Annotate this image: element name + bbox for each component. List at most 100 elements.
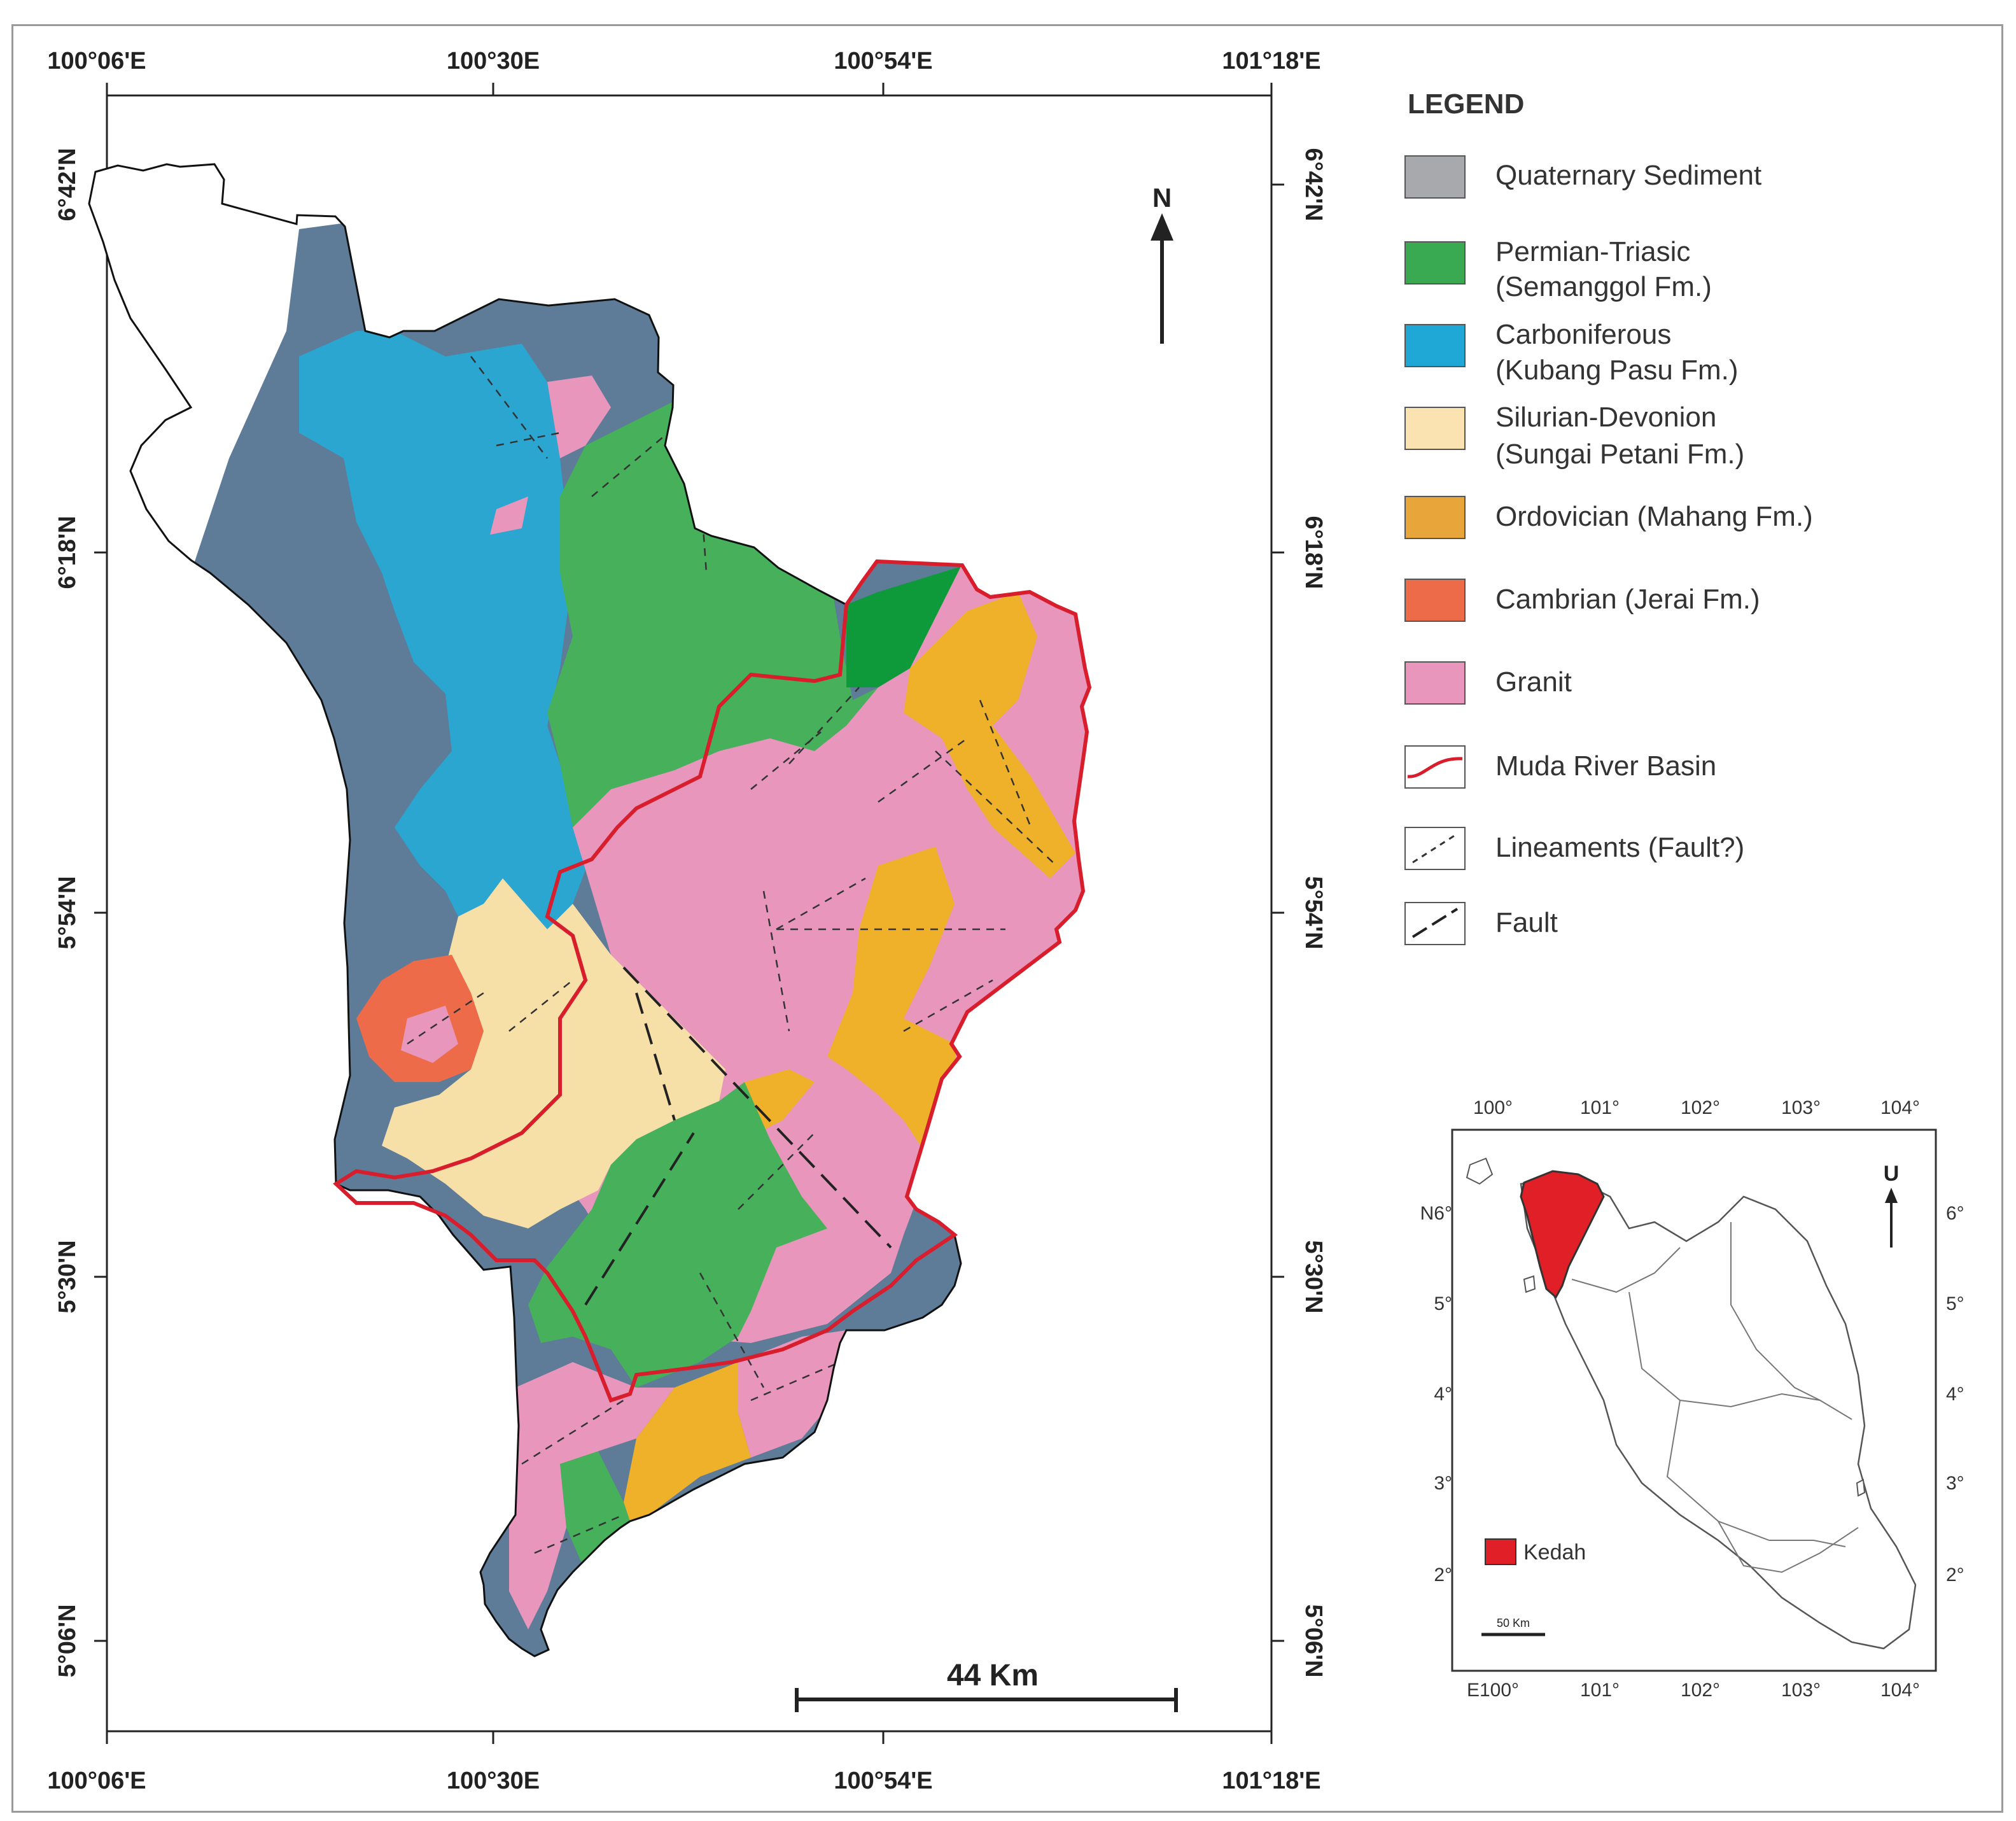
penang-island bbox=[1523, 1275, 1536, 1293]
langkawi-island bbox=[1466, 1157, 1494, 1185]
legend-label: Lineaments (Fault?) bbox=[1495, 832, 1744, 863]
north-arrow-head-icon bbox=[1151, 213, 1173, 241]
inset-legend-label: Kedah bbox=[1523, 1540, 1586, 1564]
inset-lat-label: 4° bbox=[1946, 1384, 1964, 1405]
legend: LEGEND Quaternary Sediment Permian-Trias… bbox=[1404, 88, 1813, 945]
lat-label: 6°42'N bbox=[54, 148, 81, 221]
inset-bottom-labels: E100° 101° 102° 103° 104° bbox=[1467, 1680, 1920, 1701]
lat-label: 5°06'N bbox=[1300, 1604, 1327, 1677]
granit-area bbox=[738, 1330, 846, 1458]
lon-label: 101°18'E bbox=[1222, 48, 1320, 74]
inset-north-arrow: U bbox=[1884, 1162, 1900, 1248]
north-arrow: N bbox=[1151, 183, 1173, 344]
inset-lon-label: 104° bbox=[1880, 1680, 1920, 1701]
inset-lat-label: 6° bbox=[1946, 1203, 1964, 1224]
lat-label: 6°18'N bbox=[54, 516, 81, 589]
lon-label: 100°30E bbox=[447, 1768, 540, 1794]
inset-map: 100° 101° 102° 103° 104° E100° 101° 102°… bbox=[1420, 1097, 1964, 1701]
dashed-line-icon bbox=[1412, 833, 1458, 864]
legend-label: Silurian-Devonion bbox=[1495, 402, 1716, 433]
lon-label: 101°18'E bbox=[1222, 1768, 1320, 1794]
ordovician-area bbox=[904, 592, 1075, 878]
legend-swatch-cambrian bbox=[1404, 579, 1466, 622]
ordovician-area bbox=[624, 1362, 751, 1521]
inset-north-label: U bbox=[1884, 1162, 1900, 1186]
inset-left-labels: N6° 5° 4° 3° 2° bbox=[1420, 1203, 1452, 1585]
inset-right-labels: 6° 5° 4° 3° 2° bbox=[1946, 1203, 1964, 1585]
inset-lat-label: 3° bbox=[1946, 1473, 1964, 1494]
lon-label: 100°06'E bbox=[47, 48, 146, 74]
legend-label: Fault bbox=[1495, 907, 1558, 938]
legend-title: LEGEND bbox=[1408, 88, 1524, 120]
inset-lon-label: E100° bbox=[1467, 1680, 1519, 1701]
inset-legend-swatch bbox=[1485, 1538, 1516, 1565]
legend-label: Granit bbox=[1495, 666, 1572, 698]
inset-lon-label: 101° bbox=[1580, 1097, 1620, 1118]
legend-label-2: (Semanggol Fm.) bbox=[1495, 271, 1712, 302]
inset-lat-label: 3° bbox=[1434, 1473, 1452, 1494]
peninsula-outline bbox=[1520, 1176, 1917, 1650]
carboniferous-area bbox=[299, 331, 592, 929]
legend-swatch-permian bbox=[1404, 241, 1466, 285]
legend-swatch-silurian bbox=[1404, 407, 1466, 450]
legend-swatch-carboniferous bbox=[1404, 324, 1466, 367]
legend-label: Muda River Basin bbox=[1495, 750, 1716, 782]
scale-bar: 44 Km bbox=[795, 1659, 1178, 1712]
inset-lon-label: 104° bbox=[1880, 1097, 1920, 1118]
unmapped-north-area bbox=[89, 164, 636, 573]
permian-triasic-area bbox=[528, 1082, 827, 1388]
legend-label: Quaternary Sediment bbox=[1495, 160, 1761, 191]
kedah-highlight bbox=[1520, 1170, 1605, 1299]
muda-river-basin-boundary bbox=[333, 559, 1092, 1403]
inset-lat-label: 5° bbox=[1946, 1293, 1964, 1314]
inset-north-arrow-head-icon bbox=[1885, 1188, 1898, 1203]
legend-swatch-basin bbox=[1404, 745, 1466, 789]
inset-lon-label: 102° bbox=[1681, 1680, 1720, 1701]
lat-label: 5°54'N bbox=[1300, 876, 1327, 949]
lat-label: 5°30'N bbox=[54, 1240, 81, 1313]
lineaments bbox=[407, 356, 1057, 1554]
inset-lon-label: 101° bbox=[1580, 1680, 1620, 1701]
inset-top-labels: 100° 101° 102° 103° 104° bbox=[1473, 1097, 1920, 1118]
lat-label: 5°54'N bbox=[54, 876, 81, 949]
latitude-labels-right: 6°42'N 6°18'N 5°54'N 5°30'N 5°06'N bbox=[1300, 148, 1327, 1677]
inset-lat-label: 2° bbox=[1946, 1564, 1964, 1585]
tioman-island bbox=[1856, 1479, 1866, 1497]
inset-lat-label: 5° bbox=[1434, 1293, 1452, 1314]
inset-lon-label: 100° bbox=[1473, 1097, 1513, 1118]
legend-label: Permian-Triasic bbox=[1495, 236, 1690, 267]
inset-scale-label: 50 Km bbox=[1497, 1617, 1530, 1629]
legend-label: Carboniferous bbox=[1495, 319, 1671, 350]
north-label: N bbox=[1152, 183, 1172, 213]
inset-lat-label: 4° bbox=[1434, 1384, 1452, 1405]
lon-label: 100°54'E bbox=[834, 48, 932, 74]
legend-swatch-quaternary bbox=[1404, 155, 1466, 199]
latitude-labels-left: 6°42'N 6°18'N 5°54'N 5°30'N 5°06'N bbox=[54, 148, 81, 1677]
legend-label: Cambrian (Jerai Fm.) bbox=[1495, 584, 1760, 615]
longitude-labels: 100°06'E 100°30E 100°54'E 101°18'E 100°0… bbox=[47, 48, 1320, 1794]
lon-label: 100°30E bbox=[447, 48, 540, 74]
long-dash-line-icon bbox=[1411, 908, 1459, 938]
kedah-boundary bbox=[88, 163, 1091, 1657]
permian-dark-area bbox=[846, 566, 961, 687]
state-boundaries bbox=[1571, 1222, 1859, 1573]
legend-label: Ordovician (Mahang Fm.) bbox=[1495, 501, 1813, 532]
silurian-devonion-area bbox=[382, 878, 725, 1228]
faults bbox=[584, 966, 892, 1306]
inset-lon-label: 102° bbox=[1681, 1097, 1720, 1118]
legend-swatch-ordovician bbox=[1404, 496, 1466, 539]
scale-label: 44 Km bbox=[947, 1659, 1039, 1692]
lon-label: 100°06'E bbox=[47, 1768, 146, 1794]
granit-area bbox=[509, 1362, 675, 1629]
legend-swatch-granit bbox=[1404, 661, 1466, 705]
legend-label-2: (Sungai Petani Fm.) bbox=[1495, 439, 1744, 470]
basin-line-icon bbox=[1407, 757, 1463, 778]
inset-lat-label: 2° bbox=[1434, 1564, 1452, 1585]
lat-label: 5°06'N bbox=[54, 1604, 81, 1677]
lat-label: 5°30'N bbox=[1300, 1240, 1327, 1313]
inset-lat-label: N6° bbox=[1420, 1203, 1452, 1224]
granit-area bbox=[547, 376, 611, 458]
inset-lon-label: 103° bbox=[1781, 1097, 1821, 1118]
